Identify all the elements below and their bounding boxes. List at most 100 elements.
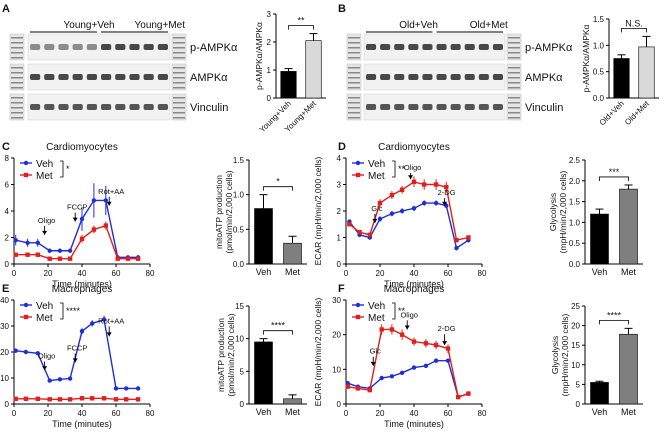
data-point bbox=[411, 365, 417, 370]
data-point bbox=[367, 387, 372, 393]
y-tick-label: 1.0 bbox=[593, 41, 605, 50]
y-tick-label: 5 bbox=[240, 367, 245, 376]
data-point bbox=[357, 230, 362, 235]
x-tick-label: 0 bbox=[12, 269, 17, 278]
y-tick-label: 0 bbox=[5, 260, 10, 269]
ladder-band bbox=[508, 42, 520, 44]
significance-label: ** bbox=[398, 306, 406, 316]
treatment-annotation: 2-DG bbox=[438, 324, 456, 333]
ladder-band bbox=[348, 37, 360, 39]
blot-label-1: AMPKα bbox=[190, 72, 228, 84]
bar-veh bbox=[254, 341, 273, 405]
lane-label-0: Young+Veh bbox=[64, 20, 115, 31]
significance-bracket bbox=[263, 330, 293, 335]
bar-old-veh bbox=[613, 58, 630, 99]
blot-row-2 bbox=[346, 93, 522, 121]
bar-met bbox=[619, 188, 638, 265]
data-point bbox=[13, 396, 18, 401]
chart-title: Macrophages bbox=[384, 284, 445, 295]
blot-band bbox=[492, 44, 503, 50]
data-point bbox=[113, 397, 119, 402]
treatment-annotation: Glc bbox=[371, 204, 383, 213]
blot-band bbox=[157, 74, 168, 80]
series-met bbox=[13, 396, 141, 402]
ladder-band bbox=[173, 87, 185, 89]
data-point bbox=[115, 256, 120, 261]
legend-label: Met bbox=[368, 313, 385, 324]
blot-band bbox=[115, 74, 126, 80]
treatment-annotation: FCCP bbox=[67, 344, 87, 353]
treatment-annotation: Oligo bbox=[400, 310, 418, 319]
data-point bbox=[411, 179, 417, 185]
treatment-annotation: FCCP bbox=[67, 203, 87, 212]
y-tick-label: 30 bbox=[0, 322, 9, 331]
x-tick-label: 0 bbox=[344, 409, 349, 418]
bar-veh bbox=[590, 213, 609, 265]
blot-band bbox=[58, 44, 69, 50]
panel-F-letter: F bbox=[338, 283, 345, 295]
arrow-head bbox=[42, 366, 48, 371]
x-tick-label: Met bbox=[621, 267, 637, 277]
y-tick-label: 0.0 bbox=[233, 260, 245, 269]
significance-bracket bbox=[621, 27, 647, 33]
ladder-band bbox=[348, 72, 360, 74]
ladder-band bbox=[173, 37, 185, 39]
data-point bbox=[23, 396, 29, 401]
data-point bbox=[367, 232, 372, 238]
y-tick-label: 2.0 bbox=[569, 177, 581, 186]
treatment-annotation: Oligo bbox=[404, 163, 422, 172]
chart-title: Macrophages bbox=[52, 284, 113, 295]
data-point bbox=[57, 397, 63, 402]
ladder-band bbox=[348, 87, 360, 89]
data-point bbox=[57, 248, 63, 253]
data-point bbox=[47, 256, 52, 261]
treatment-annotation: 2-DG bbox=[438, 188, 456, 197]
y-tick-label: 1.5 bbox=[569, 198, 581, 207]
legend-bracket bbox=[392, 302, 396, 320]
series-line bbox=[15, 397, 139, 401]
bar-met bbox=[283, 242, 302, 265]
bar-met bbox=[619, 333, 638, 405]
chart-title: Cardiomyocytes bbox=[46, 142, 118, 153]
blot-band bbox=[58, 104, 69, 110]
ladder-band bbox=[11, 57, 23, 59]
blot-band bbox=[101, 104, 112, 110]
ladder-band bbox=[348, 117, 360, 119]
blot-band bbox=[464, 44, 475, 50]
y-axis-label-units: (mpH/min/2,000 cells) bbox=[558, 171, 568, 254]
ladder-band bbox=[11, 97, 23, 99]
legend-marker bbox=[355, 314, 361, 320]
blot-band bbox=[129, 44, 140, 50]
data-point bbox=[23, 349, 29, 355]
y-tick-label: 1 bbox=[267, 66, 272, 75]
legend-marker bbox=[23, 160, 29, 166]
x-tick-label: 40 bbox=[410, 269, 419, 278]
data-point bbox=[101, 317, 107, 322]
data-point bbox=[79, 216, 85, 222]
ladder-band bbox=[508, 47, 520, 49]
blot-band bbox=[436, 44, 447, 50]
ladder-band bbox=[508, 52, 520, 54]
blot-band bbox=[380, 44, 391, 50]
blot-band bbox=[30, 44, 41, 50]
legend-label: Veh bbox=[368, 301, 385, 312]
blot-row-1 bbox=[9, 63, 187, 91]
y-tick-label: 1.5 bbox=[593, 15, 605, 24]
legend-bracket bbox=[60, 160, 64, 178]
bar-young-met bbox=[305, 40, 322, 99]
ladder-band bbox=[11, 87, 23, 89]
blot-label-2: Vinculin bbox=[525, 102, 563, 114]
arrow-head bbox=[404, 325, 410, 330]
y-tick-label: 1.0 bbox=[569, 218, 581, 227]
data-point bbox=[135, 256, 141, 261]
y-tick-label: 0.5 bbox=[233, 225, 245, 234]
data-point bbox=[422, 200, 427, 206]
data-point bbox=[13, 348, 18, 353]
blot-band bbox=[408, 104, 419, 110]
x-tick-label: 60 bbox=[444, 409, 453, 418]
data-point bbox=[377, 216, 383, 222]
x-tick-label: 60 bbox=[112, 409, 121, 418]
x-tick-label: Old+Veh bbox=[598, 99, 626, 127]
ladder-band bbox=[11, 77, 23, 79]
